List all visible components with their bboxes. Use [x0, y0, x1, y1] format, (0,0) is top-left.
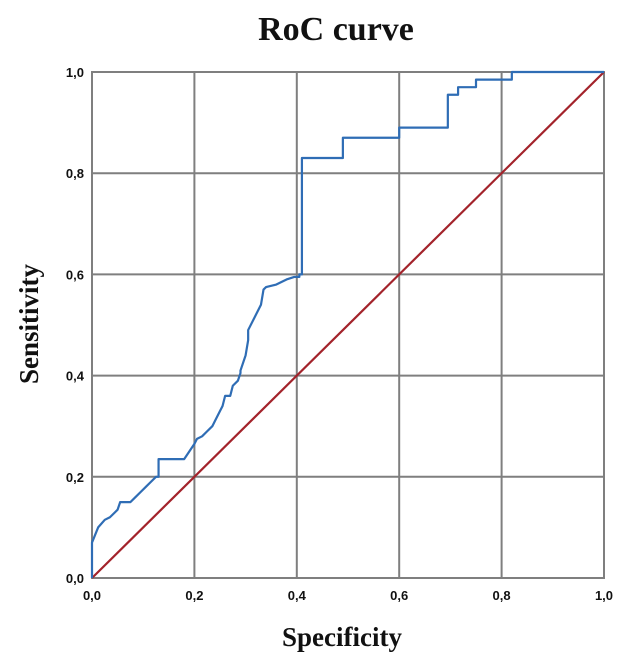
- x-tick-label: 0,0: [83, 588, 101, 603]
- plot-frame: [91, 71, 605, 579]
- y-tick-label: 0,6: [66, 267, 84, 282]
- x-axis-label: Specificity: [282, 622, 402, 652]
- x-tick-label: 0,8: [493, 588, 511, 603]
- y-tick-label: 1,0: [66, 65, 84, 80]
- series-layer: [90, 70, 605, 579]
- chart-title: RoC curve: [258, 11, 414, 48]
- y-axis-label: Sensitivity: [14, 263, 44, 384]
- x-tick-label: 0,2: [185, 588, 203, 603]
- roc-curve-line: [90, 70, 604, 578]
- reference-diagonal-line: [91, 71, 605, 579]
- tick-labels: 0,0 0,2 0,4 0,6 0,8 1,0 0,0 0,2 0,4 0,6 0,8 1,0: [66, 65, 613, 603]
- y-tick-label: 0,4: [66, 369, 85, 384]
- y-tick-label: 0,2: [66, 470, 84, 485]
- x-tick-label: 1,0: [595, 588, 613, 603]
- y-tick-label: 0,0: [66, 571, 84, 586]
- y-tick-label: 0,8: [66, 166, 84, 181]
- x-tick-label: 0,6: [390, 588, 408, 603]
- x-tick-label: 0,4: [288, 588, 307, 603]
